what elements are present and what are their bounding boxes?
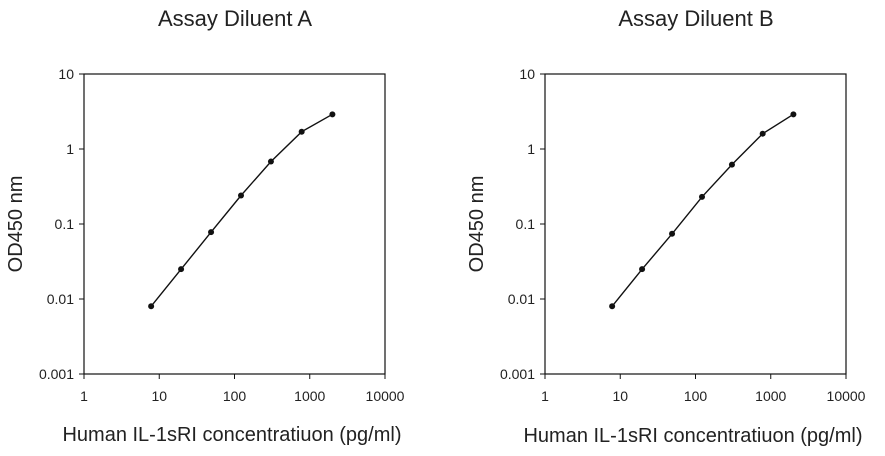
data-point <box>237 192 244 199</box>
x-tick-labels: 1 10 100 1000 10000 <box>80 388 405 404</box>
x-tick-label: 10 <box>151 388 167 404</box>
y-tick-label: 10 <box>58 66 74 82</box>
x-tick-label: 100 <box>223 388 247 404</box>
y-tick-labels: 0.001 0.01 0.1 1 10 <box>500 66 535 382</box>
data-point <box>208 229 215 236</box>
data-point <box>267 158 274 165</box>
chart-panel-b: Assay Diluent B 0.001 0.01 0.1 1 10 1 10 100 10… <box>466 6 866 447</box>
data-point <box>329 111 336 118</box>
data-point <box>790 111 797 118</box>
x-tick-label: 100 <box>684 388 708 404</box>
y-tick-label: 0.001 <box>39 366 74 382</box>
x-axis-label: Human IL-1sRI concentratiuon (pg/ml) <box>523 425 862 447</box>
x-axis-label: Human IL-1sRI concentratiuon (pg/ml) <box>62 424 401 446</box>
data-point <box>759 130 766 137</box>
chart-title: Assay Diluent B <box>618 6 773 31</box>
chart-panel-a: Assay Diluent A 0.001 0.01 0.1 1 10 1 10 100 10… <box>5 6 405 446</box>
y-tick-label: 10 <box>519 66 535 82</box>
y-tick-label: 0.001 <box>500 366 535 382</box>
x-tick-label: 1000 <box>294 388 325 404</box>
axis-ticks <box>540 73 847 379</box>
plot-frame <box>83 73 386 375</box>
y-axis-label: OD450 nm <box>466 176 488 273</box>
data-point <box>148 303 155 310</box>
x-tick-labels: 1 10 100 1000 10000 <box>541 388 866 404</box>
series-line <box>150 113 333 307</box>
data-point <box>728 161 735 168</box>
data-point <box>639 266 646 273</box>
plot-frame <box>544 73 847 375</box>
data-point <box>669 230 676 237</box>
y-tick-label: 1 <box>527 141 535 157</box>
y-tick-label: 1 <box>66 141 74 157</box>
y-tick-label: 0.01 <box>508 291 535 307</box>
chart-title: Assay Diluent A <box>158 6 312 31</box>
y-tick-labels: 0.001 0.01 0.1 1 10 <box>39 66 74 382</box>
series-line <box>611 113 794 307</box>
series-group <box>148 111 336 310</box>
y-axis-label: OD450 nm <box>5 176 27 273</box>
data-point <box>178 266 185 273</box>
data-point <box>298 128 305 135</box>
data-point <box>698 193 705 200</box>
axis-ticks <box>79 73 386 379</box>
x-tick-label: 10 <box>612 388 628 404</box>
x-tick-label: 10000 <box>366 388 405 404</box>
y-tick-label: 0.01 <box>47 291 74 307</box>
x-tick-label: 1 <box>541 388 549 404</box>
y-tick-label: 0.1 <box>516 216 536 232</box>
x-tick-label: 1000 <box>755 388 786 404</box>
x-tick-label: 10000 <box>827 388 866 404</box>
x-tick-label: 1 <box>80 388 88 404</box>
data-point <box>609 303 616 310</box>
series-group <box>609 111 797 310</box>
y-tick-label: 0.1 <box>55 216 75 232</box>
